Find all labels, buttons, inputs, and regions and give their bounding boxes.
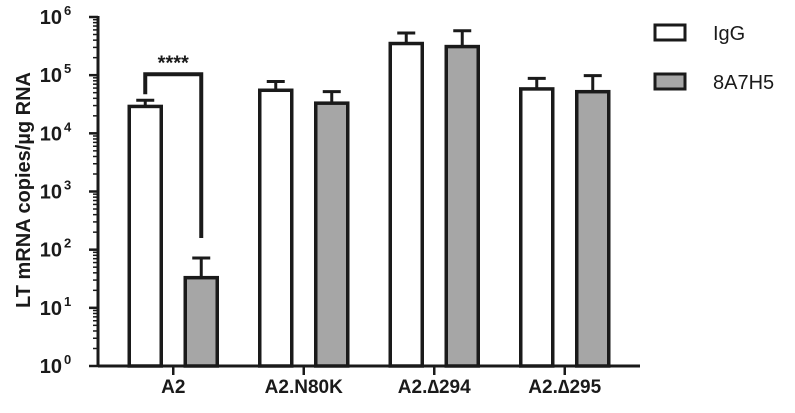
- x-tick-label: A2: [161, 377, 185, 398]
- bar-8a7h5: [183, 275, 219, 368]
- y-tick-label: 10: [40, 65, 62, 87]
- legend-swatch-igg: [653, 23, 687, 42]
- legend-label: IgG: [713, 23, 745, 45]
- x-tick-label: A2.∆295: [528, 377, 601, 398]
- legend: IgG 8A7H5: [653, 23, 774, 94]
- y-tick-exponent: 6: [64, 3, 71, 18]
- y-tick-exponent: 0: [64, 352, 71, 367]
- bar-igg: [388, 41, 424, 368]
- significance-label: ****: [158, 52, 189, 74]
- significance-bracket: [143, 72, 204, 238]
- bar-igg: [519, 87, 555, 368]
- y-tick-label: 10: [40, 123, 62, 145]
- y-tick-label: 10: [40, 240, 62, 262]
- y-tick-exponent: 3: [64, 178, 71, 193]
- y-tick-label: 10: [40, 7, 62, 29]
- legend-swatch-8a7h5: [653, 72, 687, 91]
- x-tick-label: A2.N80K: [265, 377, 343, 398]
- bars: [127, 29, 611, 368]
- y-tick-exponent: 5: [64, 61, 71, 76]
- y-tick-exponent: 1: [64, 294, 71, 309]
- y-tick-exponent: 2: [64, 236, 71, 251]
- bar-8a7h5: [444, 44, 480, 368]
- y-tick-label: 10: [40, 182, 62, 204]
- bar-8a7h5: [575, 89, 611, 368]
- y-tick-label: 10: [40, 298, 62, 320]
- bar-igg: [127, 104, 163, 368]
- annotations: ****: [143, 52, 204, 238]
- y-tick-exponent: 4: [64, 119, 72, 134]
- x-axis: A2 A2.N80K A2.∆294 A2.∆295: [98, 364, 640, 398]
- bar-8a7h5: [314, 101, 350, 368]
- y-axis-title: LT mRNA copies/µg RNA: [13, 72, 35, 308]
- x-tick-label: A2.∆294: [398, 377, 471, 398]
- legend-label: 8A7H5: [713, 72, 774, 94]
- bar-igg: [258, 88, 294, 368]
- y-tick-label: 10: [40, 356, 62, 378]
